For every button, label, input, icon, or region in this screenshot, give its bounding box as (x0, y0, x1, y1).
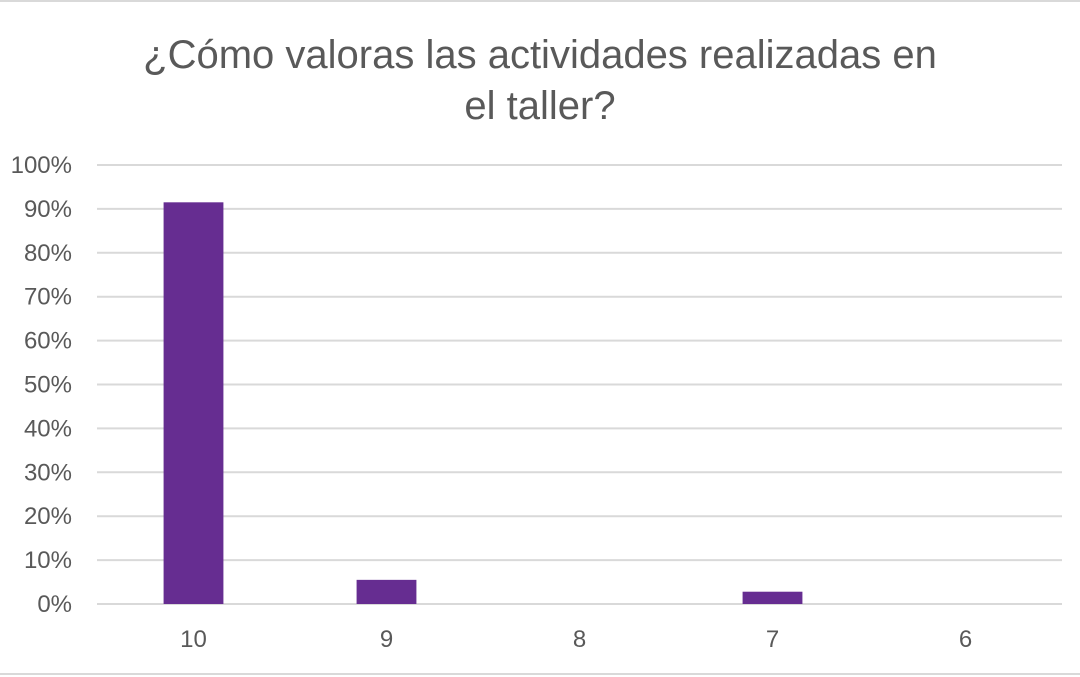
y-tick-label: 10% (24, 547, 72, 574)
y-tick-label: 40% (24, 415, 72, 442)
bar (163, 202, 224, 604)
x-tick-label: 8 (573, 626, 586, 653)
bar (356, 579, 417, 604)
chart-title-line-1: ¿Cómo valoras las actividades realizadas… (143, 33, 937, 77)
x-tick-label: 7 (766, 626, 779, 653)
y-tick-label: 0% (37, 591, 72, 618)
x-tick-label: 10 (180, 626, 207, 653)
bar (742, 591, 803, 604)
y-tick-label: 70% (24, 284, 72, 311)
y-tick-label: 90% (24, 196, 72, 223)
y-tick-label: 30% (24, 459, 72, 486)
y-tick-label: 100% (11, 152, 72, 179)
y-tick-label: 80% (24, 240, 72, 267)
y-tick-label: 50% (24, 372, 72, 399)
y-tick-label: 20% (24, 503, 72, 530)
y-tick-label: 60% (24, 328, 72, 355)
chart-title-line-2: el taller? (464, 84, 616, 128)
x-tick-label: 6 (959, 626, 972, 653)
chart-title: ¿Cómo valoras las actividades realizadas… (90, 30, 990, 132)
x-tick-label: 9 (380, 626, 393, 653)
